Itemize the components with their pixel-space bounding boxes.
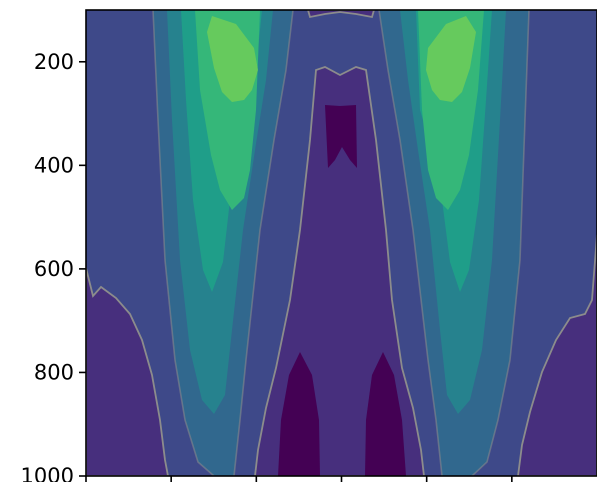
contour-fill-lower-left xyxy=(86,267,169,476)
y-tick-label: 400 xyxy=(34,153,74,177)
contour-line-left-outer xyxy=(152,10,215,476)
y-tick-label: 600 xyxy=(34,257,74,281)
contour-lines xyxy=(152,10,530,476)
contour-line-right-outer xyxy=(471,10,530,476)
contour-line-right-inner xyxy=(378,10,443,476)
plot-area xyxy=(86,10,597,476)
contour-fill-core-bottom-right xyxy=(365,352,406,476)
contour-fill-left-jet-l7 xyxy=(207,16,258,102)
y-tick-label: 200 xyxy=(34,50,74,74)
x-axis xyxy=(85,476,513,482)
contour-fill-core-bottom-left xyxy=(278,352,320,476)
contour-fill-core-top xyxy=(325,105,357,168)
contour-line-left-inner xyxy=(233,10,294,476)
y-tick-label: 800 xyxy=(34,360,74,384)
contour-fill-top-blob xyxy=(307,10,375,19)
contour-fill-right-jet-l7 xyxy=(426,16,476,102)
contour-fill-lower-right xyxy=(517,234,597,476)
y-tick-label: 1000 xyxy=(21,464,74,482)
y-axis: 200 400 600 800 1000 xyxy=(21,50,86,482)
